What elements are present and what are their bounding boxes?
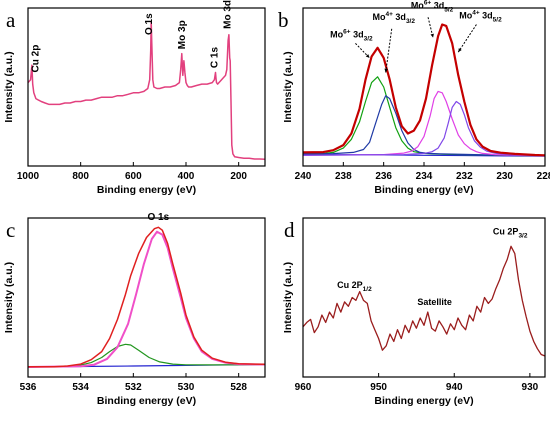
x-tick-label: 232 bbox=[456, 171, 473, 182]
panel-letter: a bbox=[6, 8, 16, 32]
x-tick-label: 200 bbox=[230, 171, 247, 182]
x-tick-label: 536 bbox=[20, 382, 37, 393]
x-axis-label: Binding energy (eV) bbox=[374, 395, 473, 407]
mo4-3d52-arrow-head bbox=[458, 48, 462, 53]
x-tick-label: 930 bbox=[522, 382, 539, 393]
mo6-3d5-2-line bbox=[302, 90, 546, 157]
cu2p-label: Cu 2p bbox=[31, 45, 42, 73]
y-axis-label: Intensity (a.u.) bbox=[3, 51, 15, 122]
cu2p12-label: Cu 2P1/2 bbox=[337, 280, 372, 293]
mo6-3d52-label: Mo6+ 3d5/2 bbox=[411, 0, 454, 14]
plot-frame bbox=[27, 7, 266, 167]
x-tick-label: 240 bbox=[295, 171, 312, 182]
x-tick-label: 1000 bbox=[17, 171, 40, 182]
panel-d-cu2p-spectrum: d 960 950 940 930 Binding energy (eV) Intensit… bbox=[282, 217, 546, 407]
mo4-3d32-arrow bbox=[385, 28, 393, 73]
plot-frame bbox=[302, 217, 546, 378]
envelope-line bbox=[302, 23, 546, 157]
x-tick-label: 234 bbox=[416, 171, 433, 182]
o1s-peak-label: O 1s bbox=[148, 212, 170, 223]
x-tick-label: 800 bbox=[72, 171, 89, 182]
x-axis-label: Binding energy (eV) bbox=[97, 395, 196, 407]
x-axis-label: Binding energy (eV) bbox=[97, 184, 196, 196]
mo4-3d32-label: Mo4+ 3d3/2 bbox=[373, 11, 416, 25]
x-tick-label: 236 bbox=[375, 171, 392, 182]
series-group bbox=[302, 23, 546, 157]
panel-a-xps-survey: a 1000 800 600 400 200 Binding energy (eV) Inte… bbox=[3, 0, 266, 196]
y-axis-label: Intensity (a.u.) bbox=[282, 51, 294, 122]
x-tick-label: 940 bbox=[446, 382, 463, 393]
c1s-label: C 1s bbox=[210, 47, 221, 69]
x-tick-label: 530 bbox=[178, 382, 195, 393]
mo4-3d3-2-line bbox=[302, 95, 546, 157]
mo6-3d32-label: Mo6+ 3d3/2 bbox=[330, 29, 373, 43]
mo3p-label: Mo 3p bbox=[177, 20, 188, 49]
x-tick-label: 528 bbox=[230, 382, 247, 393]
series-group bbox=[27, 20, 266, 160]
x-tick-label: 400 bbox=[178, 171, 195, 182]
mo3d-label: Mo 3d bbox=[223, 0, 234, 29]
mo6-3d32-arrow-head bbox=[365, 54, 370, 58]
panel-b-mo3d-spectrum: b 240 238 236 234 232 230 228 Binding energy (eV… bbox=[278, 0, 550, 196]
x-tick-label: 532 bbox=[125, 382, 142, 393]
o1s-label: O 1s bbox=[144, 13, 155, 35]
envelope-line bbox=[27, 226, 266, 368]
plot-frame bbox=[27, 217, 266, 378]
x-axis-label: Binding energy (eV) bbox=[374, 184, 473, 196]
panel-c-o1s-spectrum: c 536 534 532 530 528 Binding energy (eV) Inten… bbox=[3, 212, 266, 407]
series-line bbox=[27, 20, 266, 160]
cu2p32-label: Cu 2P3/2 bbox=[493, 227, 528, 240]
y-axis-label: Intensity (a.u.) bbox=[282, 262, 294, 333]
shoulder-line bbox=[27, 343, 266, 368]
x-tick-label: 960 bbox=[295, 382, 312, 393]
main-line bbox=[27, 230, 266, 368]
mo6-3d52-arrow-head bbox=[430, 33, 434, 38]
panel-letter: d bbox=[284, 218, 295, 242]
x-tick-label: 230 bbox=[496, 171, 513, 182]
x-tick-label: 600 bbox=[125, 171, 142, 182]
mo6-3d3-2-line bbox=[302, 76, 546, 157]
mo4-3d52-label: Mo4+ 3d5/2 bbox=[459, 10, 502, 24]
series-group bbox=[302, 245, 546, 357]
mo4-3d32-arrow-head bbox=[384, 68, 388, 73]
y-axis-label: Intensity (a.u.) bbox=[3, 262, 15, 333]
x-tick-label: 950 bbox=[370, 382, 387, 393]
x-tick-label: 228 bbox=[537, 171, 550, 182]
x-tick-label: 238 bbox=[335, 171, 352, 182]
x-tick-label: 534 bbox=[72, 382, 89, 393]
mo4-3d5-2-line bbox=[302, 100, 546, 157]
satellite-label: Satellite bbox=[417, 297, 452, 307]
series-group bbox=[27, 226, 266, 368]
panel-letter: b bbox=[278, 8, 289, 32]
panel-letter: c bbox=[6, 218, 15, 242]
mo4-3d52-arrow bbox=[457, 24, 477, 53]
cu-2p-line bbox=[302, 245, 546, 357]
